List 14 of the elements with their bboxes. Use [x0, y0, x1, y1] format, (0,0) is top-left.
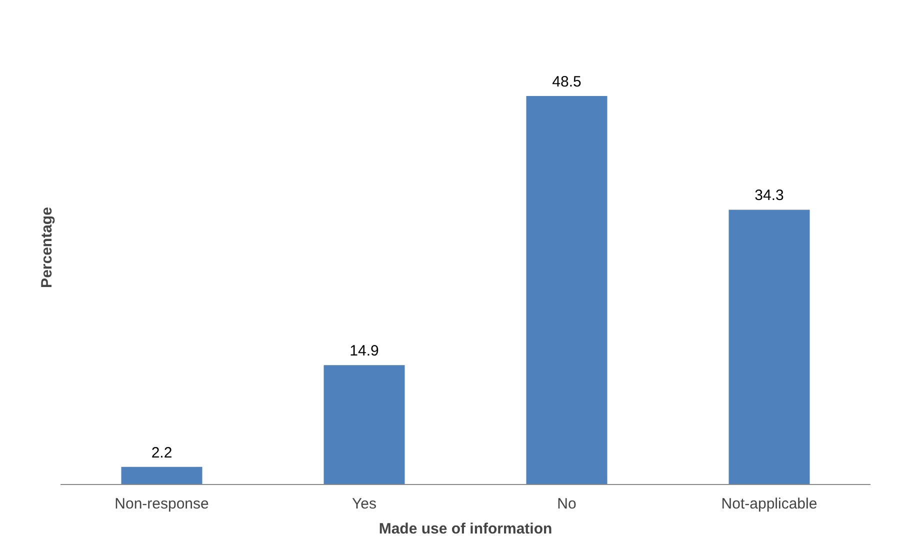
y-axis-title: Percentage	[38, 207, 56, 288]
x-tick-label: Non-response	[114, 496, 209, 512]
bar	[121, 466, 202, 484]
data-label: 48.5	[552, 73, 582, 90]
data-label: 14.9	[350, 342, 379, 360]
x-axis-title: Made use of information	[378, 520, 552, 538]
x-tick-label: No	[557, 496, 576, 512]
x-tick-label: Not-applicable	[721, 496, 818, 512]
data-label: 2.2	[151, 444, 172, 462]
x-tick-label: Yes	[352, 496, 376, 512]
bar	[728, 210, 810, 484]
bar	[526, 96, 608, 484]
bar	[324, 365, 405, 484]
data-label: 34.3	[754, 187, 784, 204]
